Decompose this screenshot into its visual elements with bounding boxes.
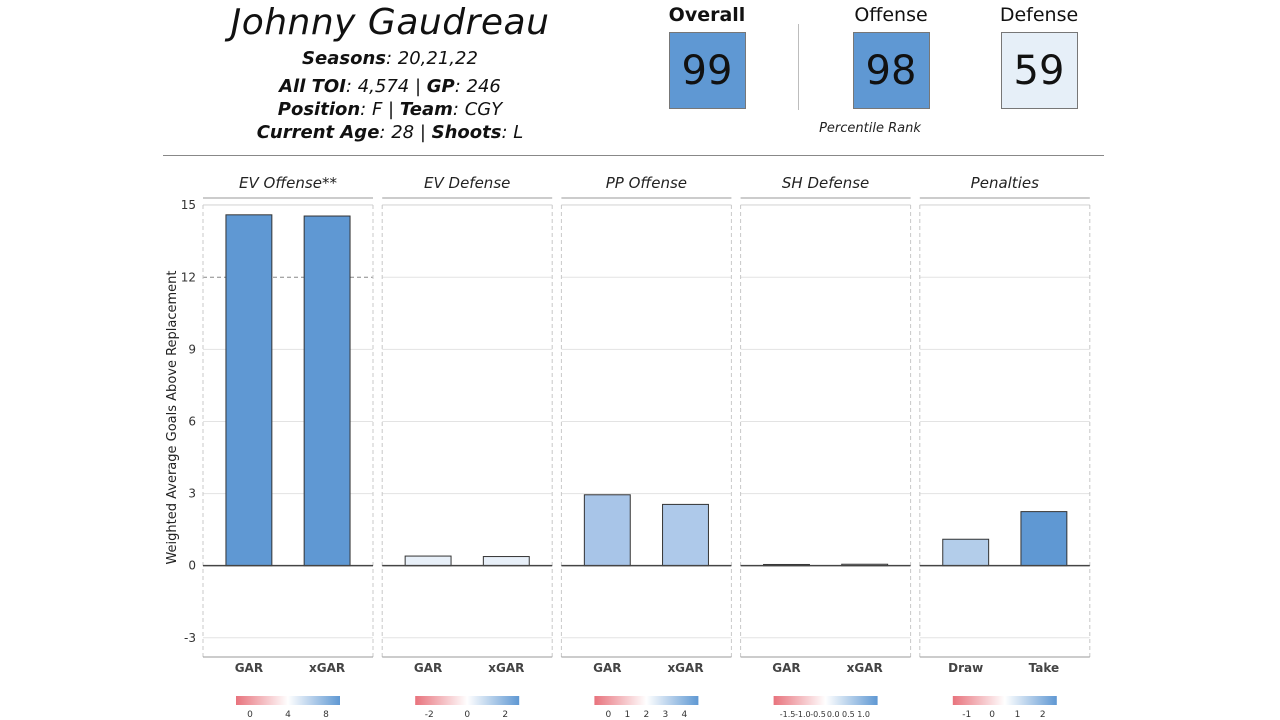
x-tick-label: GAR — [235, 661, 263, 675]
seasons-label: Seasons — [302, 48, 386, 69]
panel-title: EV Offense** — [239, 174, 337, 192]
offense-rank: Offense 98 — [836, 2, 946, 109]
color-legend-tick: 0 — [989, 710, 995, 720]
color-legend-tick: 0.0 — [827, 710, 840, 719]
color-legend-tick: 0 — [606, 710, 612, 720]
panel-title: SH Defense — [782, 174, 869, 192]
seasons-line: Seasons: 20,21,22 — [302, 48, 478, 69]
percentile-caption: Percentile Rank — [819, 121, 921, 136]
color-legend-tick: -2 — [425, 710, 434, 720]
y-axis-label: Weighted Average Goals Above Replacement — [165, 270, 180, 564]
y-tick-label: 9 — [188, 342, 196, 356]
toi-gp-line: All TOI: 4,574 | GP: 246 — [279, 76, 501, 97]
color-legend-bar — [236, 696, 340, 705]
shoots-value: L — [513, 122, 524, 143]
color-legend-bar — [415, 696, 520, 705]
bar — [662, 503, 709, 567]
panel: SH Defense GAR xGAR -1.5 -1.0 -0.5 0.0 0.5 1.0 — [740, 174, 912, 719]
seasons-value: 20,21,22 — [397, 48, 478, 69]
color-legend-tick: -0.5 — [810, 710, 826, 719]
age-value: 28 — [391, 122, 415, 143]
team-label: Team — [399, 99, 453, 120]
gp-label: GP — [426, 76, 455, 97]
x-tick-label: Draw — [948, 661, 983, 675]
color-legend-bar — [952, 696, 1057, 705]
panel: Penalties Draw Take -1 0 1 2 — [919, 174, 1091, 720]
color-legend-tick: -1 — [962, 710, 971, 720]
offense-label: Offense — [854, 4, 928, 26]
y-tick-label: 12 — [181, 270, 196, 284]
color-legend-tick: -1.0 — [795, 710, 811, 719]
y-tick-label: 15 — [181, 198, 196, 212]
toi-value: 4,574 — [357, 76, 410, 97]
bar — [942, 538, 990, 567]
rank-divider — [798, 24, 799, 110]
panel-title: EV Defense — [424, 174, 510, 192]
player-name: Johnny Gaudreau — [230, 2, 550, 43]
toi-label: All TOI — [279, 76, 346, 97]
y-tick-label: 0 — [188, 559, 196, 573]
offense-value-box: 98 — [852, 32, 930, 109]
team-value: CGY — [464, 99, 503, 120]
x-tick-label: GAR — [772, 661, 800, 675]
color-legend-tick: 1.0 — [857, 710, 870, 719]
x-tick-label: xGAR — [309, 661, 345, 675]
color-legend-tick: 0.5 — [842, 710, 855, 719]
defense-rank: Defense 59 — [984, 2, 1094, 109]
color-legend-tick: 8 — [323, 710, 329, 720]
color-legend-tick: 2 — [1040, 710, 1046, 720]
overall-value-box: 99 — [668, 32, 746, 109]
gp-value: 246 — [466, 76, 501, 97]
y-tick-label: 3 — [188, 487, 196, 501]
color-legend-tick: 0 — [247, 710, 253, 720]
color-legend-tick: 0 — [464, 710, 470, 720]
bar — [303, 215, 351, 567]
color-legend-tick: 4 — [285, 710, 291, 720]
age-shoots-line: Current Age: 28 | Shoots: L — [256, 122, 524, 143]
color-legend-tick: 4 — [682, 710, 688, 720]
bar — [583, 494, 631, 567]
y-tick-label: -3 — [184, 631, 196, 645]
age-label: Current Age — [256, 122, 380, 143]
bar — [1020, 511, 1068, 567]
bar — [482, 556, 530, 567]
position-value: F — [371, 99, 383, 120]
color-legend-tick: 2 — [502, 710, 508, 720]
color-legend-tick: 1 — [1015, 710, 1021, 720]
defense-value-box: 59 — [1000, 32, 1078, 109]
header-divider — [163, 155, 1104, 156]
color-legend-tick: 3 — [663, 710, 669, 720]
color-legend-tick: -1.5 — [780, 710, 796, 719]
color-legend-bar — [773, 696, 878, 705]
x-tick-label: xGAR — [488, 661, 524, 675]
x-tick-label: xGAR — [847, 661, 883, 675]
color-legend-tick: 1 — [625, 710, 631, 720]
position-team-line: Position: F | Team: CGY — [277, 99, 503, 120]
panel-title: Penalties — [971, 174, 1039, 192]
panel: PP Offense GAR xGAR 0 1 2 3 4 — [560, 174, 732, 720]
x-tick-label: GAR — [593, 661, 621, 675]
overall-rank: Overall 99 — [652, 2, 762, 109]
y-tick-label: 6 — [188, 414, 196, 428]
overall-label: Overall — [668, 4, 746, 26]
panel: EV Defense GAR xGAR -2 0 2 — [381, 174, 553, 720]
x-tick-label: Take — [1029, 661, 1060, 675]
defense-label: Defense — [999, 4, 1079, 26]
bar — [225, 214, 273, 567]
position-label: Position — [277, 99, 361, 120]
shoots-label: Shoots — [431, 122, 502, 143]
bar — [404, 555, 452, 567]
color-legend-tick: 2 — [644, 710, 650, 720]
x-tick-label: GAR — [414, 661, 442, 675]
color-legend-bar — [594, 696, 699, 705]
x-tick-label: xGAR — [667, 661, 703, 675]
panel-title: PP Offense — [606, 174, 687, 192]
panel: EV Offense** GAR xGAR 0 4 8 — [202, 174, 374, 720]
